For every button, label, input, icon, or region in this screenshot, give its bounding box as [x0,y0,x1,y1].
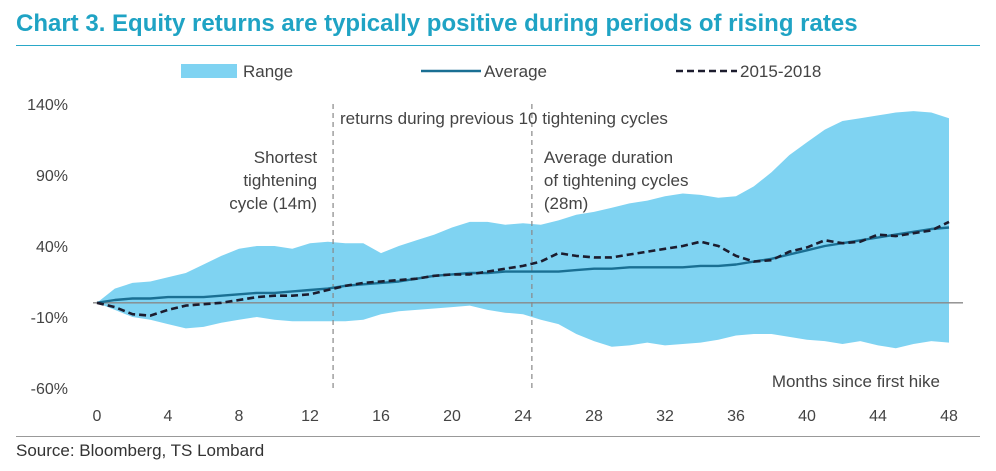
x-tick-label: 0 [93,408,102,425]
average-duration-label: Average duration [544,148,673,167]
legend: Range Average 2015-2018 [181,62,821,81]
x-tick-label: 4 [164,408,173,425]
x-tick-label: 40 [798,408,816,425]
x-tick-label: 16 [372,408,390,425]
y-tick-label: 140% [27,97,68,114]
average-duration-label: (28m) [544,194,588,213]
y-tick-label: 90% [36,168,68,185]
y-tick-label: -60% [31,381,68,398]
average-duration-label: of tightening cycles [544,171,689,190]
chart-title: Chart 3. Equity returns are typically po… [16,10,858,37]
x-tick-label: 36 [727,408,745,425]
average-line [96,226,950,304]
legend-average-label: Average [484,62,547,81]
title-divider [16,45,980,46]
x-tick-label: 12 [301,408,319,425]
x-tick-label: 44 [869,408,887,425]
legend-2015-2018-label: 2015-2018 [740,62,821,81]
x-tick-label: 8 [235,408,244,425]
x-tick-label: 32 [656,408,674,425]
series-2015-2018-line [96,220,950,317]
shortest-cycle-label: tightening [243,171,317,190]
shortest-cycle-label: cycle (14m) [229,194,317,213]
annotations-layer: Shortest tightening cycle (14m) Average dur… [229,109,940,391]
source-note: Source: Bloomberg, TS Lombard [16,441,265,460]
x-tick-label: 48 [940,408,958,425]
x-tick-label: 24 [514,408,532,425]
legend-range-swatch [181,64,237,78]
y-tick-label: -10% [31,310,68,327]
axis-ticks-layer: 140%90%40%-10%-60%0 4 8 12 16 20 24 28 32 36 40 44 4… [27,97,958,425]
range-area [97,111,949,349]
y-tick-label: 40% [36,239,68,256]
x-tick-label: 28 [585,408,603,425]
x-axis-label: Months since first hike [772,372,940,391]
source-divider [16,436,980,437]
shortest-cycle-label: Shortest [254,148,318,167]
reference-lines-layer [93,104,963,388]
x-tick-label: 20 [443,408,461,425]
legend-range-label: Range [243,62,293,81]
series-lines-layer [96,220,950,317]
range-area-layer [97,111,949,349]
annotation-previous-cycles: returns during previous 10 tightening cy… [340,109,668,128]
